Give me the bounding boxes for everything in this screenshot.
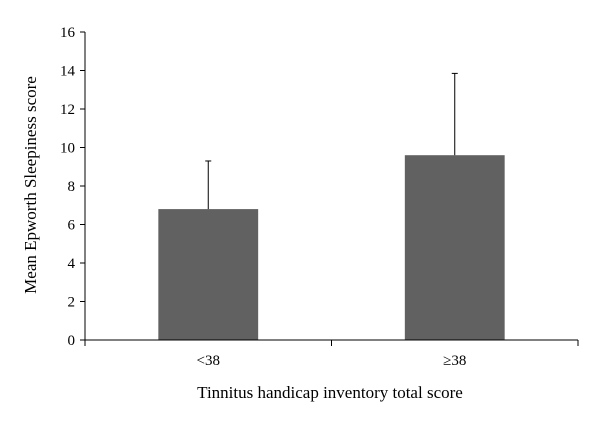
x-tick-label: <38 [197, 353, 220, 369]
y-axis-title: Mean Epworth Sleepiness score [21, 76, 40, 294]
x-axis-title: Tinnitus handicap inventory total score [197, 383, 463, 402]
y-tick-label: 2 [68, 295, 76, 311]
y-tick-label: 16 [60, 25, 76, 41]
error-bars-layer [205, 72, 458, 210]
y-tick-label: 6 [68, 218, 76, 234]
y-tick-label: 12 [60, 102, 75, 118]
x-ticks: <38 ≥38 [84, 340, 579, 369]
bars-layer [158, 155, 505, 340]
bar [158, 209, 259, 340]
y-tick-label: 8 [68, 179, 76, 195]
x-tick-label: ≥38 [443, 353, 466, 369]
y-tick-label: 14 [60, 64, 76, 80]
y-tick-label: 0 [68, 333, 76, 349]
y-tick-label: 4 [68, 256, 76, 272]
y-tick-label: 10 [60, 141, 75, 157]
y-ticks: 0 2 4 6 8 10 12 14 16 [60, 25, 85, 349]
bar [404, 155, 505, 340]
